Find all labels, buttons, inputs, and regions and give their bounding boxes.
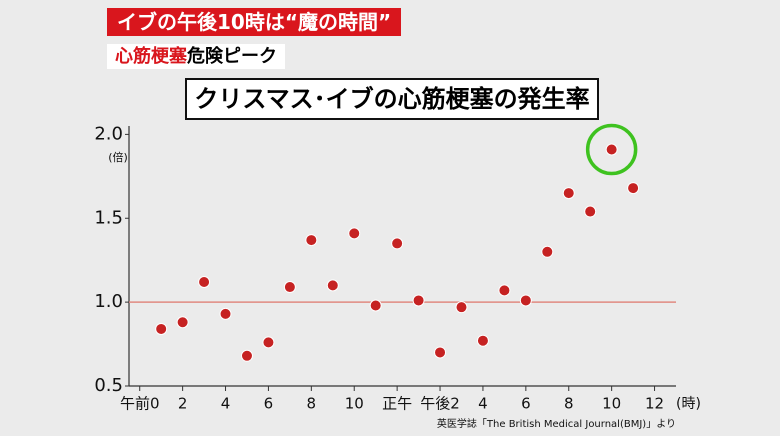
chart-title: クリスマス･イブの心筋梗塞の発生率 xyxy=(185,78,599,120)
x-tick-label: 12 xyxy=(645,395,664,413)
tag: 心筋梗塞危険ピーク xyxy=(107,44,285,69)
tag-rest: 危険ピーク xyxy=(187,46,277,67)
x-tick-label: 正午 xyxy=(382,395,412,413)
point xyxy=(584,205,597,218)
point xyxy=(219,307,232,320)
x-tick-label: 8 xyxy=(564,395,574,413)
source: 英医学誌「The British Medical Journal(BMJ)」より xyxy=(437,417,676,430)
point xyxy=(198,276,211,288)
point xyxy=(176,316,189,329)
highlight-ring xyxy=(585,123,638,176)
point xyxy=(262,336,275,349)
point xyxy=(455,301,468,314)
point xyxy=(476,334,489,347)
point xyxy=(434,346,447,359)
point xyxy=(369,299,382,312)
x-tick-label: 午後2 xyxy=(420,395,460,413)
x-tick-label: 4 xyxy=(221,395,231,413)
point xyxy=(519,294,532,307)
point xyxy=(562,187,575,200)
point xyxy=(627,182,640,195)
x-unit: (時) xyxy=(676,396,701,412)
x-tick-label: 6 xyxy=(264,395,274,413)
x-tick-label: 8 xyxy=(307,395,317,413)
x-tick-label: 10 xyxy=(602,395,621,413)
x-tick-label: 2 xyxy=(178,395,188,413)
point xyxy=(541,245,554,258)
tag-highlight: 心筋梗塞 xyxy=(115,46,187,67)
point xyxy=(155,322,168,335)
y-tick-label: 0.5 xyxy=(94,375,123,396)
x-tick-label: 午前0 xyxy=(120,395,160,413)
point xyxy=(305,234,318,247)
x-tick-label: 6 xyxy=(521,395,531,413)
y-tick-label: 2.0 xyxy=(94,123,123,144)
point xyxy=(283,281,296,294)
point xyxy=(240,349,253,362)
point xyxy=(326,279,339,292)
y-unit: (倍) xyxy=(108,150,128,164)
point xyxy=(498,284,511,297)
y-tick-label: 1.5 xyxy=(94,207,123,228)
point xyxy=(348,227,361,240)
point xyxy=(605,143,618,156)
banner: イブの午後10時は“魔の時間” xyxy=(107,8,402,36)
y-tick-label: 1.0 xyxy=(94,291,123,312)
point xyxy=(412,294,425,307)
x-tick-label: 10 xyxy=(345,395,364,413)
point xyxy=(391,237,404,250)
x-tick-label: 4 xyxy=(478,395,488,413)
